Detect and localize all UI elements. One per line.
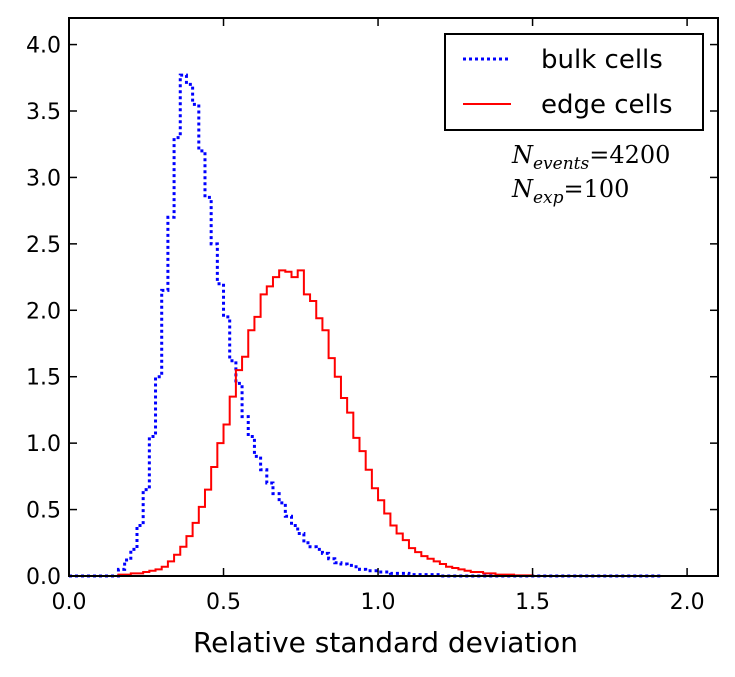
legend-label-edge-cells: edge cells <box>541 90 673 120</box>
x-tick-label: 2.0 <box>670 590 705 615</box>
legend-label-bulk-cells: bulk cells <box>541 45 663 75</box>
series-layer <box>69 73 663 578</box>
y-tick-label: 1.0 <box>26 432 61 457</box>
x-axis-label: Relative standard deviation <box>193 626 578 659</box>
annotation-symbol: N <box>511 141 534 169</box>
annotation-events: Nevents=4200 <box>511 141 670 174</box>
x-tick-label: 1.0 <box>361 590 396 615</box>
y-tick-label: 0.5 <box>26 499 61 524</box>
y-tick-label: 4.0 <box>26 34 61 59</box>
y-tick-label: 1.5 <box>26 366 61 391</box>
series-line-bulk-cells <box>69 73 663 578</box>
annotation-symbol: N <box>511 175 534 203</box>
series-line-edge-cells <box>69 269 663 577</box>
y-tick-label: 2.5 <box>26 233 61 258</box>
x-tick-label: 1.5 <box>515 590 550 615</box>
y-tick-label: 0.0 <box>26 565 61 590</box>
legend: bulk cells edge cells <box>444 33 704 131</box>
annotation-subscript: exp <box>533 188 564 208</box>
legend-box <box>444 33 704 131</box>
x-tick-label: 0.0 <box>52 590 87 615</box>
annotation-value: =100 <box>564 175 630 203</box>
y-tick-label: 3.0 <box>26 166 61 191</box>
annotation-value: =4200 <box>589 141 670 169</box>
axes-layer: 0.0 0.5 1.0 1.5 2.0 0.0 0.5 1.0 1.5 2.0 2.5 3.0 3.5 4… <box>26 17 719 659</box>
y-tick-label: 3.5 <box>26 100 61 125</box>
axes-frame <box>68 17 719 577</box>
x-tick-label: 0.5 <box>206 590 241 615</box>
y-tick-label: 2.0 <box>26 299 61 324</box>
annotation-exp: Nexp=100 <box>511 175 629 208</box>
annotation-subscript: events <box>533 154 590 174</box>
